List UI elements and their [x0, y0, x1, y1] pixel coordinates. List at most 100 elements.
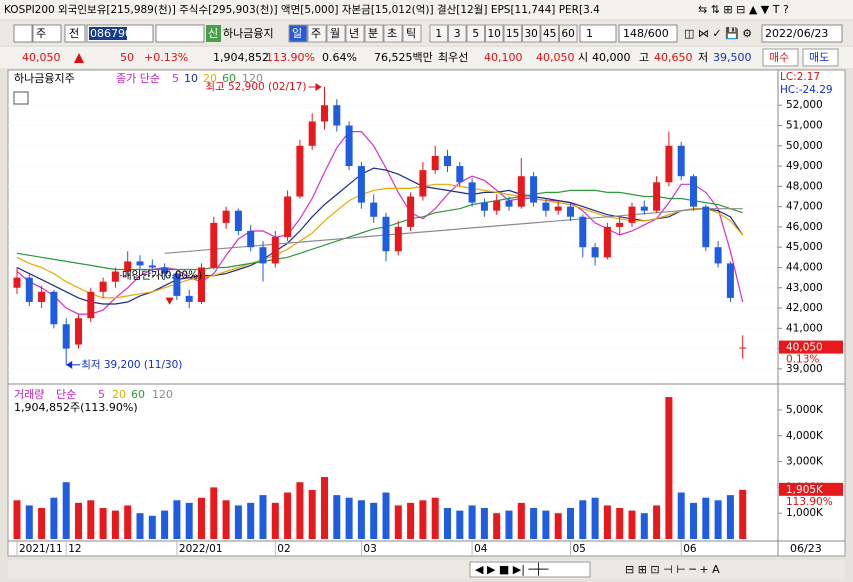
interval: 1: [435, 28, 442, 40]
prev-button[interactable]: [64, 24, 86, 43]
candle-body: [333, 105, 341, 126]
chart-area: [7, 69, 846, 557]
y-tick-label: 5,000K: [786, 404, 824, 416]
lc-label: LC:2.17: [780, 71, 820, 83]
y-tick-label: 50,000: [786, 140, 823, 152]
hc-label: HC:-24.29: [780, 84, 833, 96]
volume-bar: [530, 508, 538, 539]
period-button[interactable]: [345, 24, 365, 43]
volume-bar: [517, 502, 525, 539]
turnover: 0.64%: [322, 51, 357, 64]
open-label: 시: [578, 51, 588, 64]
volume-bar: [284, 492, 292, 539]
x-tick-label: 12: [68, 543, 81, 555]
volume-bar: [210, 487, 218, 539]
interval-button[interactable]: [429, 24, 448, 43]
y-tick-label: 48,000: [786, 180, 823, 192]
volume-bar: [308, 489, 316, 539]
period-button[interactable]: [307, 24, 327, 43]
period: 틱: [406, 27, 416, 40]
volume-bar: [124, 505, 132, 539]
volume-bar: [222, 500, 230, 539]
zoom-icons[interactable]: ⊟ ⊞ ⊡ ⊣ ⊢ ─ + A: [625, 563, 720, 576]
candle-body: [603, 226, 611, 258]
best-ask: 40,100: [484, 51, 523, 64]
y-tick-label: 52,000: [786, 99, 823, 111]
low-annotation: 최저 39,200 (11/30): [81, 359, 182, 371]
count: 148/600: [623, 27, 669, 40]
volume-bar: [50, 497, 58, 539]
period: 일: [292, 26, 302, 40]
volume-bar: [111, 510, 119, 539]
volume-bar: [173, 500, 181, 539]
legend-entry: 10: [184, 72, 198, 85]
legend-entry: 60: [131, 388, 145, 401]
volume-bar: [13, 500, 21, 539]
legend-entry: 120: [152, 388, 173, 401]
candle-body: [690, 176, 697, 207]
interval-button[interactable]: [559, 24, 578, 43]
candle-body: [628, 206, 636, 223]
interval-select[interactable]: [579, 24, 617, 43]
candle-body: [444, 155, 451, 167]
buy-button[interactable]: [762, 48, 799, 67]
volume-title: 거래량: [14, 388, 44, 401]
interval-button[interactable]: [503, 24, 522, 43]
avg-annotation: 매입단가(0.00%): [122, 269, 202, 282]
toolbar-row: 주 전 086790 신 하나금융지 148/600 ◫ ⋈ ✓ 💾 ⚙ 202…: [0, 22, 853, 45]
unit-select[interactable]: [32, 24, 62, 43]
up-arrow: [74, 53, 84, 63]
candle-body: [185, 295, 193, 302]
scroll-bar: ◀ ▶ ■ ▶| ─┼─ ⊟ ⊞ ⊡ ⊣ ⊢ ─ + A: [8, 560, 845, 579]
volume: 1,904,852: [213, 51, 269, 64]
low: 39,500: [713, 51, 752, 64]
candle-body: [50, 291, 58, 325]
period: 분: [368, 27, 378, 40]
period-button[interactable]: [402, 24, 422, 43]
volume-bar: [653, 505, 661, 539]
sell-button[interactable]: [802, 48, 839, 67]
volume-bar: [468, 505, 476, 539]
menu-button[interactable]: [13, 24, 33, 43]
volume-bar: [382, 492, 390, 539]
volume-bar: [407, 502, 415, 539]
candle-body: [640, 206, 648, 211]
candle-body: [493, 200, 501, 211]
period-button[interactable]: [383, 24, 403, 43]
info-line: KOSPI200 외국인보유[215,989(천)] 주식수[295,903(천…: [4, 4, 600, 16]
interval-button[interactable]: [522, 24, 541, 43]
volume-bar: [579, 500, 587, 539]
period-button[interactable]: [326, 24, 346, 43]
volume-bar: [38, 508, 46, 539]
volume-bar: [591, 497, 599, 539]
candle-body: [198, 267, 205, 302]
candle-body: [419, 170, 427, 197]
volume-bar: [431, 497, 439, 539]
interval-button[interactable]: [540, 24, 559, 43]
interval-button[interactable]: [466, 24, 485, 43]
legend-entry: 120: [242, 72, 263, 85]
date-input[interactable]: [761, 24, 843, 43]
period-button[interactable]: [364, 24, 384, 43]
ma-line: [164, 208, 743, 254]
interval-button[interactable]: [448, 24, 467, 43]
candle-body: [111, 271, 119, 282]
candle-body: [554, 206, 562, 211]
volume-bar: [480, 508, 488, 539]
table-icon[interactable]: [13, 91, 29, 105]
volume-bar: [603, 505, 611, 539]
svg-text:◫ ⋈ ✓ 💾 ⚙: ◫ ⋈ ✓ 💾 ⚙: [684, 27, 752, 40]
period-button[interactable]: [288, 24, 308, 43]
candle-body: [739, 347, 747, 349]
last-price-label: 40,050: [786, 342, 823, 354]
tools[interactable]: [155, 24, 205, 43]
nav-buttons[interactable]: [469, 561, 591, 578]
x-tick-label: 02: [277, 543, 290, 555]
icon-group[interactable]: [680, 25, 760, 42]
stock-name: 하나금융지: [223, 26, 274, 40]
info-bar: [0, 0, 853, 19]
volume-bar: [198, 497, 205, 539]
interval-button[interactable]: [485, 24, 504, 43]
svg-text:⇆ ⇅ ⊞ ⊟ ▲ ▼ T ?: ⇆ ⇅ ⊞ ⊟ ▲ ▼ T ?: [698, 3, 789, 16]
count-box[interactable]: [618, 24, 678, 43]
